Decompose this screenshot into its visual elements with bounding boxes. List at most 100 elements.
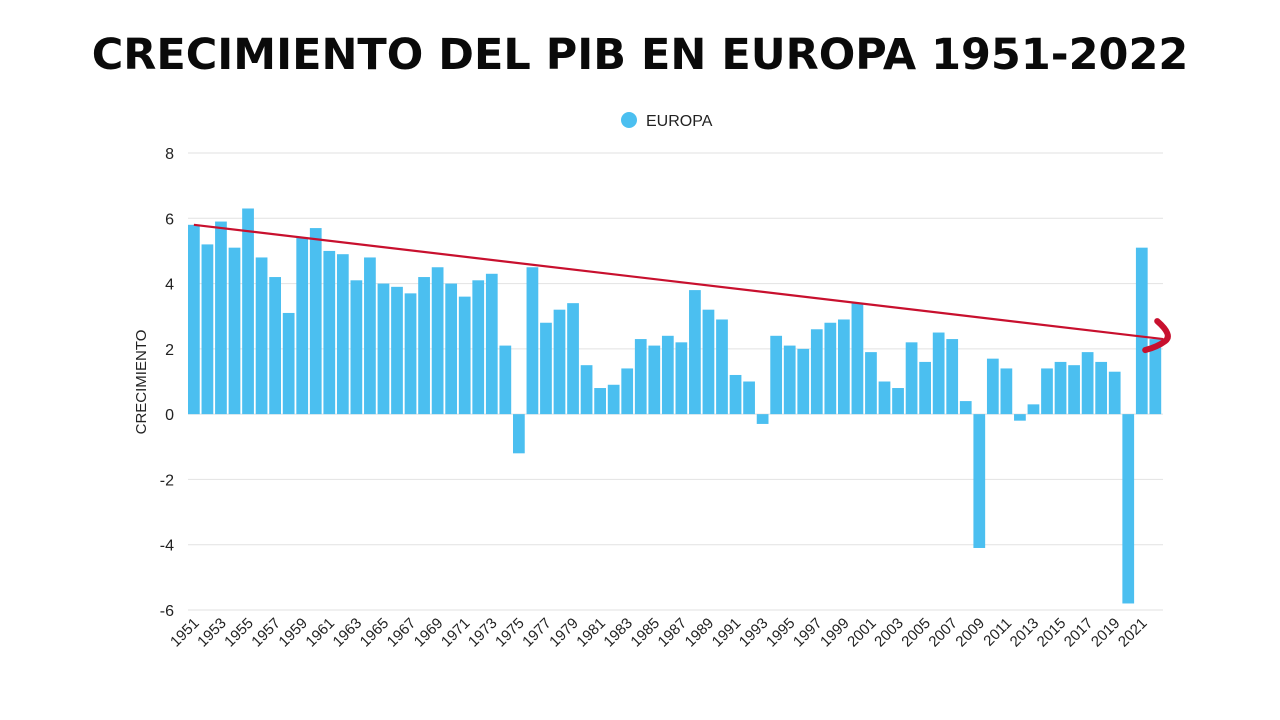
bar-2013: [1027, 404, 1040, 415]
bar-1992: [743, 381, 755, 415]
bar-1962: [336, 254, 349, 415]
x-tick-label: 1959: [275, 615, 311, 651]
x-tick-label: 1953: [194, 615, 230, 651]
bar-2009: [973, 414, 986, 548]
y-tick-label: -6: [160, 603, 174, 620]
x-tick-label: 1993: [736, 615, 772, 651]
x-tick-label: 2011: [980, 615, 1015, 650]
trend-line: [193, 223, 1171, 354]
x-tick-label: 1955: [221, 615, 257, 651]
bar-1976: [526, 267, 539, 415]
bar-1975: [513, 414, 525, 454]
bar-2004: [905, 342, 918, 415]
bar-2002: [878, 381, 891, 415]
x-tick-label: 2013: [1007, 615, 1043, 651]
x-tick-label: 1995: [763, 615, 799, 651]
x-tick-label: 1989: [682, 615, 718, 651]
bar-1958: [282, 312, 295, 415]
bar-2018: [1095, 361, 1108, 415]
bar-2019: [1108, 371, 1121, 415]
bar-2011: [1000, 368, 1013, 415]
bar-1977: [540, 322, 552, 415]
y-tick-label: 4: [165, 277, 174, 294]
x-tick-label: 1961: [302, 615, 338, 651]
bar-1955: [242, 208, 254, 415]
y-tick-label: 0: [165, 407, 174, 424]
bars: [188, 208, 1162, 604]
bar-2008: [959, 401, 972, 415]
bar-1965: [377, 283, 390, 415]
bar-1988: [689, 290, 701, 415]
x-tick-label: 2001: [844, 615, 880, 651]
x-tick-label: 1969: [411, 615, 447, 651]
chart-title: CRECIMIENTO DEL PIB EN EUROPA 1951-2022: [91, 30, 1189, 80]
bar-1951: [188, 224, 200, 415]
bar-1963: [350, 280, 363, 415]
bar-2020: [1122, 414, 1135, 604]
bar-1961: [323, 250, 336, 415]
bar-1967: [404, 293, 417, 415]
bar-1991: [729, 374, 742, 415]
bar-1984: [634, 339, 647, 415]
bar-2015: [1054, 361, 1067, 415]
legend: EUROPA: [621, 112, 713, 130]
x-tick-label: 1963: [330, 615, 366, 651]
y-tick-label: 6: [165, 211, 174, 228]
bar-1970: [445, 283, 458, 415]
bar-1990: [716, 319, 728, 415]
bar-1982: [607, 384, 620, 415]
x-tick-label: 1981: [573, 615, 609, 651]
bar-1969: [431, 267, 444, 415]
bar-1985: [648, 345, 661, 415]
x-tick-label: 1991: [709, 615, 745, 651]
bar-1972: [472, 280, 485, 415]
x-tick-label: 2015: [1034, 615, 1070, 651]
bar-1954: [228, 247, 241, 415]
y-tick-label: 8: [165, 146, 174, 163]
x-axis-ticks: 1951195319551957195919611963196519671969…: [167, 615, 1151, 651]
bar-1993: [756, 414, 769, 424]
bar-1983: [621, 368, 634, 415]
bar-1959: [296, 237, 309, 415]
bar-1973: [485, 273, 498, 415]
bar-1966: [391, 286, 403, 415]
bar-1957: [269, 277, 281, 415]
bar-1978: [553, 309, 566, 415]
bar-1968: [418, 277, 430, 415]
x-tick-label: 1983: [600, 615, 636, 651]
x-tick-label: 1967: [384, 615, 420, 651]
bar-1994: [770, 335, 783, 415]
x-tick-label: 1979: [546, 615, 582, 651]
bar-1960: [309, 228, 322, 415]
trend-line-segment: [193, 223, 1164, 341]
x-tick-label: 1999: [817, 615, 853, 651]
bar-1953: [215, 221, 227, 415]
bar-2010: [986, 358, 999, 415]
bar-1989: [702, 309, 715, 415]
trend-arrow-head: [1142, 318, 1171, 354]
bar-2007: [946, 339, 959, 415]
bar-1952: [201, 244, 214, 415]
bar-1999: [838, 319, 850, 415]
bar-1987: [675, 342, 688, 415]
bar-2003: [892, 388, 904, 415]
bar-1980: [580, 365, 593, 415]
y-tick-label: -4: [160, 538, 174, 555]
bar-1974: [499, 345, 512, 415]
x-tick-label: 1965: [357, 615, 393, 651]
bar-1981: [594, 388, 606, 415]
bar-1971: [458, 296, 471, 415]
x-tick-label: 1997: [790, 615, 826, 651]
x-tick-label: 2019: [1088, 615, 1124, 651]
x-tick-label: 2003: [871, 615, 907, 651]
bar-2021: [1135, 247, 1148, 415]
y-axis-label: CRECIMIENTO: [133, 330, 150, 435]
x-tick-label: 1971: [438, 615, 474, 651]
y-tick-label: -2: [160, 472, 174, 489]
bar-2014: [1041, 368, 1053, 415]
x-tick-label: 1985: [627, 615, 663, 651]
x-tick-label: 2009: [952, 615, 988, 651]
bar-1996: [797, 348, 810, 415]
bar-1995: [783, 345, 796, 415]
